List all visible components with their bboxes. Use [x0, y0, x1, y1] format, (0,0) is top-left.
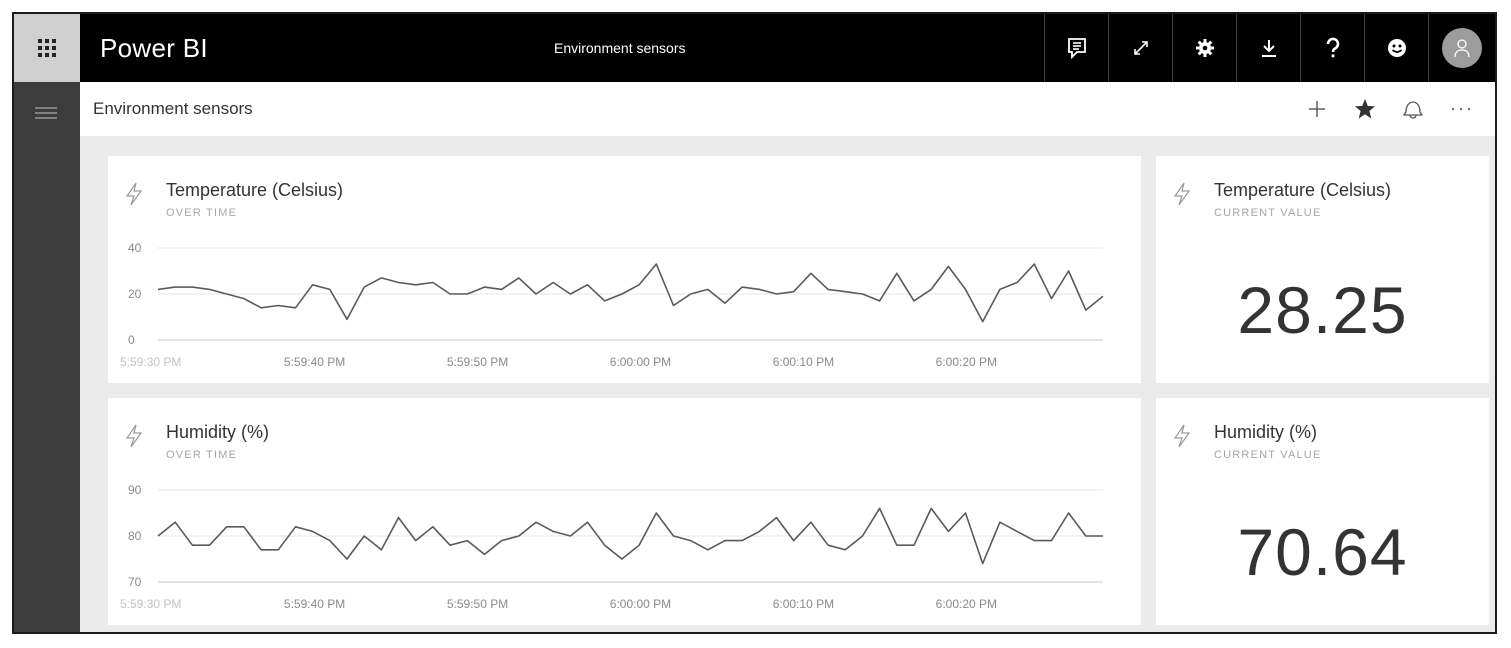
more-icon: [1451, 107, 1471, 111]
tile-subtitle: CURRENT VALUE: [1214, 207, 1322, 219]
comment-button[interactable]: [1044, 14, 1108, 82]
gear-icon: [1195, 39, 1214, 57]
streaming-bolt-icon: [1173, 424, 1191, 448]
feedback-button[interactable]: [1364, 14, 1428, 82]
x-tick-label: 6:00:10 PM: [773, 355, 834, 369]
account-button[interactable]: [1428, 14, 1495, 82]
header-actions: [1044, 14, 1495, 82]
help-icon: [1326, 37, 1339, 58]
x-tick-label: 6:00:10 PM: [773, 597, 834, 611]
tile-title: Humidity (%): [166, 422, 270, 442]
y-tick-label: 0: [128, 333, 135, 347]
fullscreen-button[interactable]: [1108, 14, 1172, 82]
nav-toggle-button[interactable]: [35, 106, 57, 124]
series-line: [157, 263, 1104, 323]
tile-title: Temperature (Celsius): [166, 180, 344, 200]
x-tick-label: 5:59:30 PM: [120, 597, 181, 611]
temperature-chart-tile[interactable]: Temperature (Celsius) OVER TIME 0 20 40 5:5…: [108, 156, 1141, 383]
download-button[interactable]: [1236, 14, 1300, 82]
humidity-chart-tile[interactable]: Humidity (%) OVER TIME 70 80 90 5:59:30 PM 5…: [108, 398, 1141, 625]
star-icon: [1355, 99, 1375, 119]
x-tick-label: 5:59:30 PM: [120, 355, 181, 369]
current-humidity-value: 70.64: [1237, 515, 1408, 589]
app-launcher-button[interactable]: [14, 14, 80, 82]
download-icon: [1261, 40, 1276, 57]
expand-icon: [1133, 41, 1148, 55]
streaming-bolt-icon: [125, 424, 143, 448]
series-line: [157, 507, 1103, 565]
dashboard-title: Environment sensors: [93, 99, 253, 118]
streaming-bolt-icon: [1173, 182, 1191, 206]
settings-button[interactable]: [1172, 14, 1236, 82]
y-tick-label: 90: [128, 483, 142, 497]
x-tick-label: 6:00:00 PM: [610, 597, 671, 611]
user-icon: [1454, 39, 1470, 58]
humidity-line-chart: 70 80 90 5:59:30 PM 5:59:40 PM 5:59:50 PM 6:00…: [120, 483, 1103, 611]
left-nav-rail: [14, 82, 80, 632]
x-tick-label: 5:59:50 PM: [447, 355, 508, 369]
x-tick-label: 5:59:40 PM: [284, 355, 345, 369]
avatar[interactable]: [1442, 28, 1482, 68]
subscribe-button[interactable]: [1389, 82, 1437, 136]
x-tick-label: 6:00:20 PM: [936, 597, 997, 611]
dashboard-actions: [1293, 82, 1485, 136]
x-tick-label: 6:00:20 PM: [936, 355, 997, 369]
comment-icon: [1067, 38, 1086, 59]
top-bar: Power BI Environment sensors: [14, 14, 1495, 82]
humidity-card-tile[interactable]: Humidity (%) CURRENT VALUE 70.64: [1156, 398, 1489, 625]
tile-subtitle: OVER TIME: [166, 449, 238, 461]
tile-subtitle: OVER TIME: [166, 207, 238, 219]
x-tick-label: 6:00:00 PM: [610, 355, 671, 369]
streaming-bolt-icon: [125, 182, 143, 206]
waffle-icon: [38, 39, 56, 57]
tile-subtitle: CURRENT VALUE: [1214, 449, 1322, 461]
x-tick-label: 5:59:50 PM: [447, 597, 508, 611]
dashboard-header: Environment sensors: [80, 82, 1495, 136]
temperature-card-tile[interactable]: Temperature (Celsius) CURRENT VALUE 28.2…: [1156, 156, 1489, 383]
subscribe-icon: [1402, 101, 1424, 119]
app-name[interactable]: Power BI: [100, 33, 208, 63]
y-tick-label: 80: [128, 529, 142, 543]
favorite-button[interactable]: [1341, 82, 1389, 136]
temperature-line-chart: 0 20 40 5:59:30 PM 5:59:40 PM 5:59:50 PM 6:00:…: [120, 241, 1104, 369]
help-button[interactable]: [1300, 14, 1364, 82]
plus-icon: [1309, 101, 1325, 117]
y-tick-label: 70: [128, 575, 142, 589]
current-temperature-value: 28.25: [1237, 273, 1408, 347]
add-tile-button[interactable]: [1293, 82, 1341, 136]
smiley-icon: [1387, 39, 1406, 57]
tile-title: Humidity (%): [1214, 422, 1318, 442]
tile-title: Temperature (Celsius): [1214, 180, 1392, 200]
report-title: Environment sensors: [554, 40, 686, 56]
hamburger-icon: [35, 107, 57, 119]
power-bi-window: Power BI Environment sensors: [12, 12, 1497, 634]
x-tick-label: 5:59:40 PM: [284, 597, 345, 611]
more-options-button[interactable]: [1437, 82, 1485, 136]
y-tick-label: 20: [128, 287, 142, 301]
y-tick-label: 40: [128, 241, 142, 255]
